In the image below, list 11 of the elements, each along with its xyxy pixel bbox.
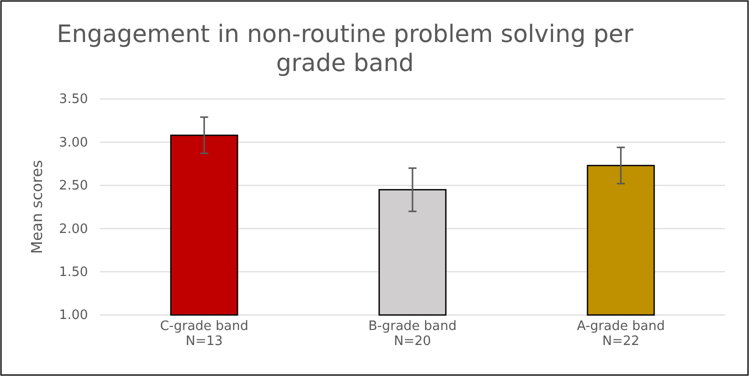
y-tick-label: 3.00 bbox=[59, 135, 88, 150]
y-tick-label: 1.00 bbox=[59, 308, 88, 324]
chart-title: Engagement in non-routine problem solving per grade band bbox=[56, 20, 634, 77]
y-tick-label: 3.50 bbox=[59, 92, 88, 108]
y-tick-label: 2.00 bbox=[59, 222, 88, 237]
y-tick-label: 2.50 bbox=[59, 178, 88, 194]
y-axis-title: Mean scores bbox=[28, 160, 46, 254]
x-tick-label: B-grade band N=20 bbox=[368, 319, 457, 350]
x-tick-label: A-grade band N=22 bbox=[576, 319, 665, 350]
x-tick-label: C-grade band N=13 bbox=[160, 319, 248, 350]
y-tick-label: 1.50 bbox=[59, 264, 88, 280]
